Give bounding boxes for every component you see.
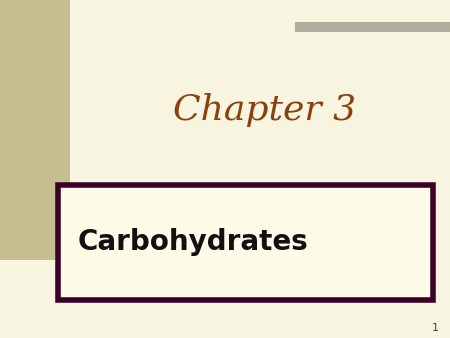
Text: 1: 1	[432, 323, 438, 333]
Text: Chapter 3: Chapter 3	[173, 93, 356, 127]
Bar	[58, 185, 433, 300]
Bar	[0, 0, 70, 260]
Bar	[295, 22, 450, 32]
Text: Carbohydrates: Carbohydrates	[78, 228, 309, 257]
